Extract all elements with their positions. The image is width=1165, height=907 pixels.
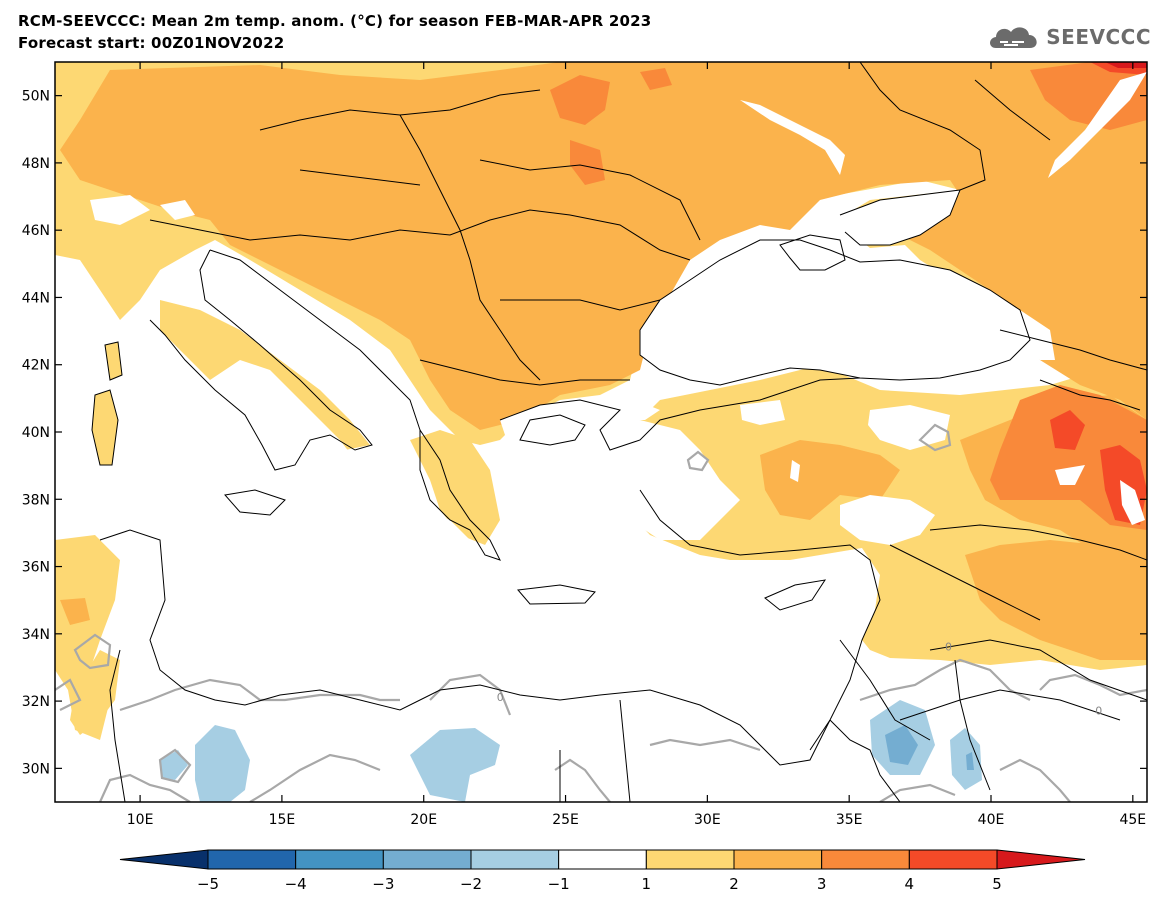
anomaly-area-below-1-turkey-north [868, 405, 950, 450]
latitude-axis: 50N 48N 46N 44N 42N 40N 38N 36N 34N 32N 30N [22, 89, 1147, 777]
colorbar: −5 −4 −3 −2 −1 1 2 3 4 5 [119, 849, 1086, 893]
lat-tick-label: 44N [22, 290, 50, 306]
colorbar-swatch [470, 849, 560, 870]
anomaly-area-below-1-lebanon [1055, 465, 1085, 485]
colorbar-label: −5 [197, 875, 219, 893]
colorbar-label: 1 [642, 875, 652, 893]
anomaly-area-minus1-2-libya [195, 725, 250, 802]
colorbar-label: −3 [372, 875, 394, 893]
zero-contour-label: 0 [497, 691, 504, 704]
colorbar-swatch [295, 849, 384, 870]
anomaly-area-2-3-syria [965, 540, 1147, 660]
coastlines-and-borders [91, 62, 1147, 802]
lon-tick-label: 40E [978, 812, 1005, 828]
anomaly-area-2-3-tunisia [60, 598, 90, 625]
anomaly-area-below-1-alps [90, 195, 150, 225]
anomaly-area-1-2-tunisia [55, 535, 120, 740]
colorbar-label: 2 [729, 875, 739, 893]
seevccc-logo: SEEVCCC [986, 22, 1151, 52]
lat-tick-label: 30N [22, 761, 50, 777]
lon-tick-label: 20E [410, 812, 437, 828]
anomaly-area-below-1-turkey [600, 420, 740, 540]
lon-tick-label: 25E [552, 812, 579, 828]
anomaly-area-1-2-libya-west [70, 650, 120, 735]
anomaly-area-below-1-georgia [990, 305, 1055, 360]
lon-tick-label: 10E [127, 812, 154, 828]
lat-tick-label: 46N [22, 223, 50, 239]
zero-contours [55, 423, 1147, 802]
anomaly-area-below-1-alps-2 [160, 200, 195, 220]
lon-tick-label: 15E [269, 812, 296, 828]
anomaly-area-minus1-2-egypt [410, 728, 500, 802]
tyrrhenian-sea [120, 330, 285, 495]
anomaly-area-below-1-turkey-spot [790, 460, 800, 482]
lon-tick-label: 35E [836, 812, 863, 828]
colorbar-label: 4 [905, 875, 915, 893]
colorbar-label: −4 [285, 875, 307, 893]
colorbar-swatch [382, 849, 472, 870]
zero-contour-label: 0 [1095, 705, 1102, 718]
zero-contour-labels: 0 0 0 [497, 641, 1102, 718]
anomaly-area-1-2-greece [410, 430, 500, 545]
cloud-logo-icon [990, 27, 1037, 48]
colorbar-label: −1 [548, 875, 570, 893]
colorbar-label: 3 [817, 875, 827, 893]
anomaly-area-3-4-ukraine-west [640, 68, 672, 90]
lat-tick-label: 40N [22, 425, 50, 441]
anomaly-area-3-4-russia-ne [1030, 62, 1147, 130]
lat-tick-label: 32N [22, 694, 50, 710]
anomaly-area-3-4-ukraine [550, 75, 610, 125]
mediterranean-sea [100, 360, 870, 760]
colorbar-label: 5 [992, 875, 1002, 893]
anomaly-area-minus2-3-saudi [966, 752, 974, 770]
longitude-axis: 10E 15E 20E 25E 30E 35E 40E 45E [127, 62, 1146, 828]
anomaly-area-minus1-2-saudi [950, 728, 982, 790]
lat-tick-label: 34N [22, 627, 50, 643]
logo-text: SEEVCCC [1046, 25, 1151, 49]
anomaly-area-below-1-turkey-west [740, 400, 785, 425]
anomaly-area-2-3-turkey [760, 440, 900, 520]
lat-tick-label: 48N [22, 156, 50, 172]
lat-tick-label: 36N [22, 560, 50, 576]
colorbar-swatch [821, 849, 910, 870]
marmara-sea [612, 402, 660, 420]
colorbar-swatch [908, 849, 998, 870]
colorbar-high-arrow [996, 849, 1086, 870]
lon-tick-label: 30E [694, 812, 721, 828]
adriatic-sea [210, 250, 390, 400]
anomaly-area-below-1-central-turkey [840, 495, 935, 545]
anomaly-area-below-1-russia-stripe-2 [1048, 72, 1147, 178]
black-sea [640, 240, 1030, 385]
lat-tick-label: 50N [22, 89, 50, 105]
lon-tick-label: 45E [1119, 812, 1146, 828]
zero-contour-label: 0 [945, 641, 952, 654]
colorbar-label: −2 [460, 875, 482, 893]
colorbar-swatch [558, 849, 647, 870]
anomaly-area-below-1-russia-stripe [740, 100, 845, 175]
anomaly-area-below-1-armenia [1120, 480, 1145, 525]
anomaly-area-1-2-sardinia [92, 390, 118, 465]
anomaly-area-2-3-central-europe [60, 62, 1147, 430]
anomaly-area-1-2-corsica [105, 342, 122, 380]
colorbar-low-arrow [119, 849, 209, 870]
anomaly-area-5plus-russia [1105, 62, 1147, 68]
forecast-start-label: Forecast start: 00Z01NOV2022 [18, 34, 285, 52]
anomaly-area-4-5-armenia [1050, 410, 1085, 450]
anomaly-area-3-4-romania [570, 140, 605, 185]
colorbar-swatch [207, 849, 297, 870]
anomaly-area-minus2-3-jordan [885, 725, 918, 765]
lat-tick-label: 42N [22, 358, 50, 374]
colorbar-swatch [645, 849, 735, 870]
map-title: RCM-SEEVCCC: Mean 2m temp. anom. (°C) fo… [18, 12, 652, 30]
colorbar-swatch [733, 849, 823, 870]
lat-tick-label: 38N [22, 492, 50, 508]
